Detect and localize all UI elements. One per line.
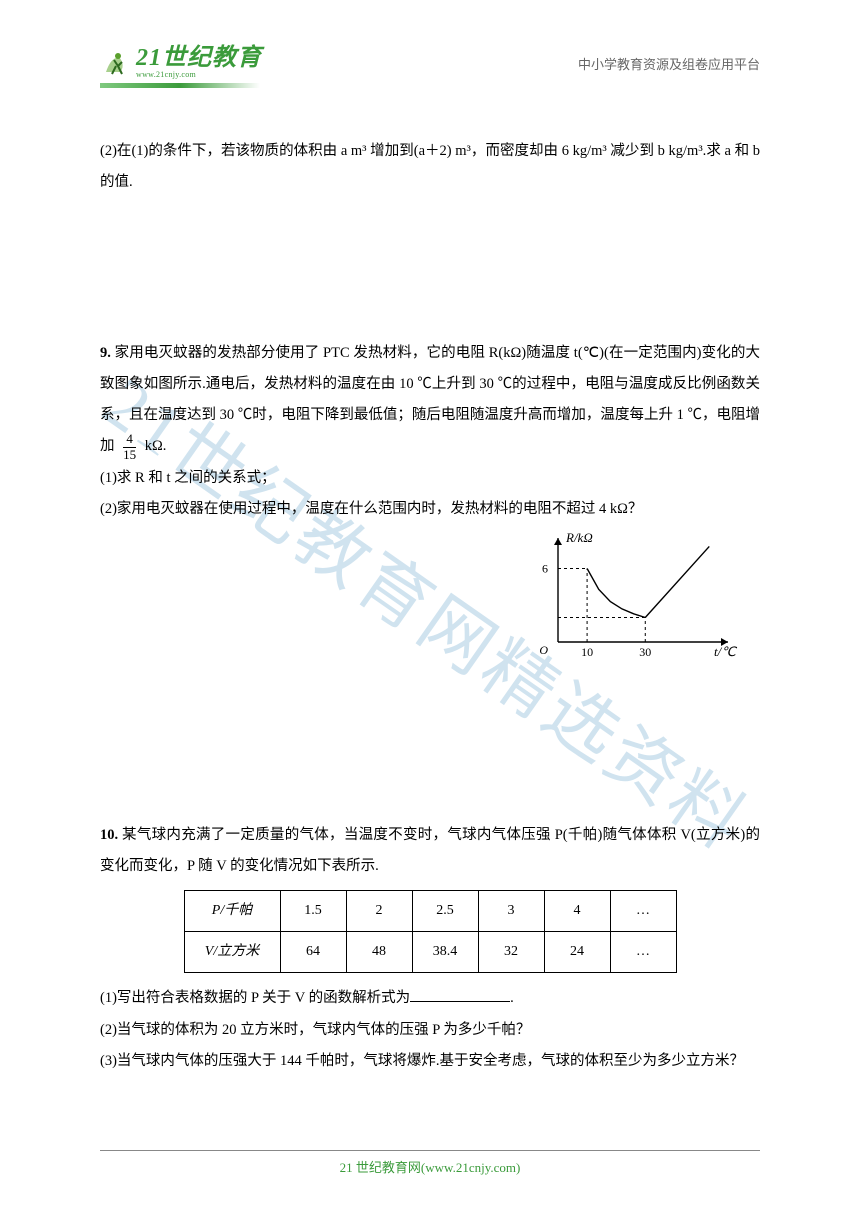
footer-divider xyxy=(100,1150,760,1151)
logo-sub-text: www.21cnjy.com xyxy=(136,71,262,79)
q9-body: 9. 家用电灭蚊器的发热部分使用了 PTC 发热材料，它的电阻 R(kΩ)随温度… xyxy=(100,338,760,463)
row2-head: V/立方米 xyxy=(184,932,280,973)
svg-text:t/℃: t/℃ xyxy=(714,644,737,659)
cell: 3 xyxy=(478,891,544,932)
q10-intro: 10. 某气球内充满了一定质量的气体，当温度不变时，气球内气体压强 P(千帕)随… xyxy=(100,820,760,882)
table-container: P/千帕 1.5 2 2.5 3 4 … V/立方米 64 48 38.4 32… xyxy=(100,890,760,973)
logo-underline xyxy=(100,83,260,88)
page-header: 21世纪教育 www.21cnjy.com 中小学教育资源及组卷应用平台 xyxy=(100,46,760,88)
svg-text:30: 30 xyxy=(639,645,651,659)
frac-denominator: 15 xyxy=(120,448,139,462)
cell: 38.4 xyxy=(412,932,478,973)
cell: 48 xyxy=(346,932,412,973)
svg-text:R/kΩ: R/kΩ xyxy=(565,530,593,545)
q9-number: 9. xyxy=(100,345,111,361)
svg-text:O: O xyxy=(539,643,548,657)
cell: 24 xyxy=(544,932,610,973)
cell: … xyxy=(610,932,676,973)
page-footer: 21 世纪教育网(www.21cnjy.com) xyxy=(0,1150,860,1176)
frac-numerator: 4 xyxy=(123,432,136,447)
row1-head: P/千帕 xyxy=(184,891,280,932)
table-row: V/立方米 64 48 38.4 32 24 … xyxy=(184,932,676,973)
q10-intro-text: 某气球内充满了一定质量的气体，当温度不变时，气球内气体压强 P(千帕)随气体体积… xyxy=(100,827,760,874)
cell: 2.5 xyxy=(412,891,478,932)
q10-part3: (3)当气球内气体的压强大于 144 千帕时，气球将爆炸.基于安全考虑，气球的体… xyxy=(100,1046,760,1077)
page-content: 21世纪教育 www.21cnjy.com 中小学教育资源及组卷应用平台 (2)… xyxy=(0,0,860,1117)
pv-data-table: P/千帕 1.5 2 2.5 3 4 … V/立方米 64 48 38.4 32… xyxy=(184,890,677,973)
footer-text: 21 世纪教育网(www.21cnjy.com) xyxy=(340,1160,521,1175)
logo-block: 21世纪教育 www.21cnjy.com xyxy=(100,46,262,88)
cell: 4 xyxy=(544,891,610,932)
cell: 1.5 xyxy=(280,891,346,932)
q9-text-tail: kΩ. xyxy=(145,438,167,454)
content-body: (2)在(1)的条件下，若该物质的体积由 a m³ 增加到(a＋2) m³，而密… xyxy=(100,106,760,1077)
q9-part2: (2)家用电灭蚊器在使用过程中，温度在什么范围内时，发热材料的电阻不超过 4 k… xyxy=(100,494,760,525)
cell: 2 xyxy=(346,891,412,932)
q10-part2: (2)当气球的体积为 20 立方米时，气球内气体的压强 P 为多少千帕？ xyxy=(100,1015,760,1046)
chart-container: 6 10 30 O R/kΩ t/℃ xyxy=(100,530,760,665)
q9-text-1: 家用电灭蚊器的发热部分使用了 PTC 发热材料，它的电阻 R(kΩ)随温度 t(… xyxy=(100,345,760,455)
svg-text:10: 10 xyxy=(581,645,593,659)
q10-number: 10. xyxy=(100,827,118,843)
cell: … xyxy=(610,891,676,932)
logo-main-text: 21世纪教育 xyxy=(136,46,262,71)
runner-logo-icon xyxy=(100,48,130,78)
fill-blank[interactable] xyxy=(410,988,510,1002)
header-right-text: 中小学教育资源及组卷应用平台 xyxy=(578,54,760,73)
table-row: P/千帕 1.5 2 2.5 3 4 … xyxy=(184,891,676,932)
q10-p1-text: (1)写出符合表格数据的 P 关于 V 的函数解析式为 xyxy=(100,990,410,1006)
q8-cont-line: (2)在(1)的条件下，若该物质的体积由 a m³ 增加到(a＋2) m³，而密… xyxy=(100,136,760,198)
cell: 32 xyxy=(478,932,544,973)
cell: 64 xyxy=(280,932,346,973)
q9-part1: (1)求 R 和 t 之间的关系式； xyxy=(100,463,760,494)
fraction-4-15: 4 15 xyxy=(120,432,139,462)
resistance-temp-chart: 6 10 30 O R/kΩ t/℃ xyxy=(530,530,740,665)
q10-p1-tail: . xyxy=(510,990,514,1006)
q10-part1: (1)写出符合表格数据的 P 关于 V 的函数解析式为. xyxy=(100,983,760,1014)
svg-text:6: 6 xyxy=(542,561,548,575)
